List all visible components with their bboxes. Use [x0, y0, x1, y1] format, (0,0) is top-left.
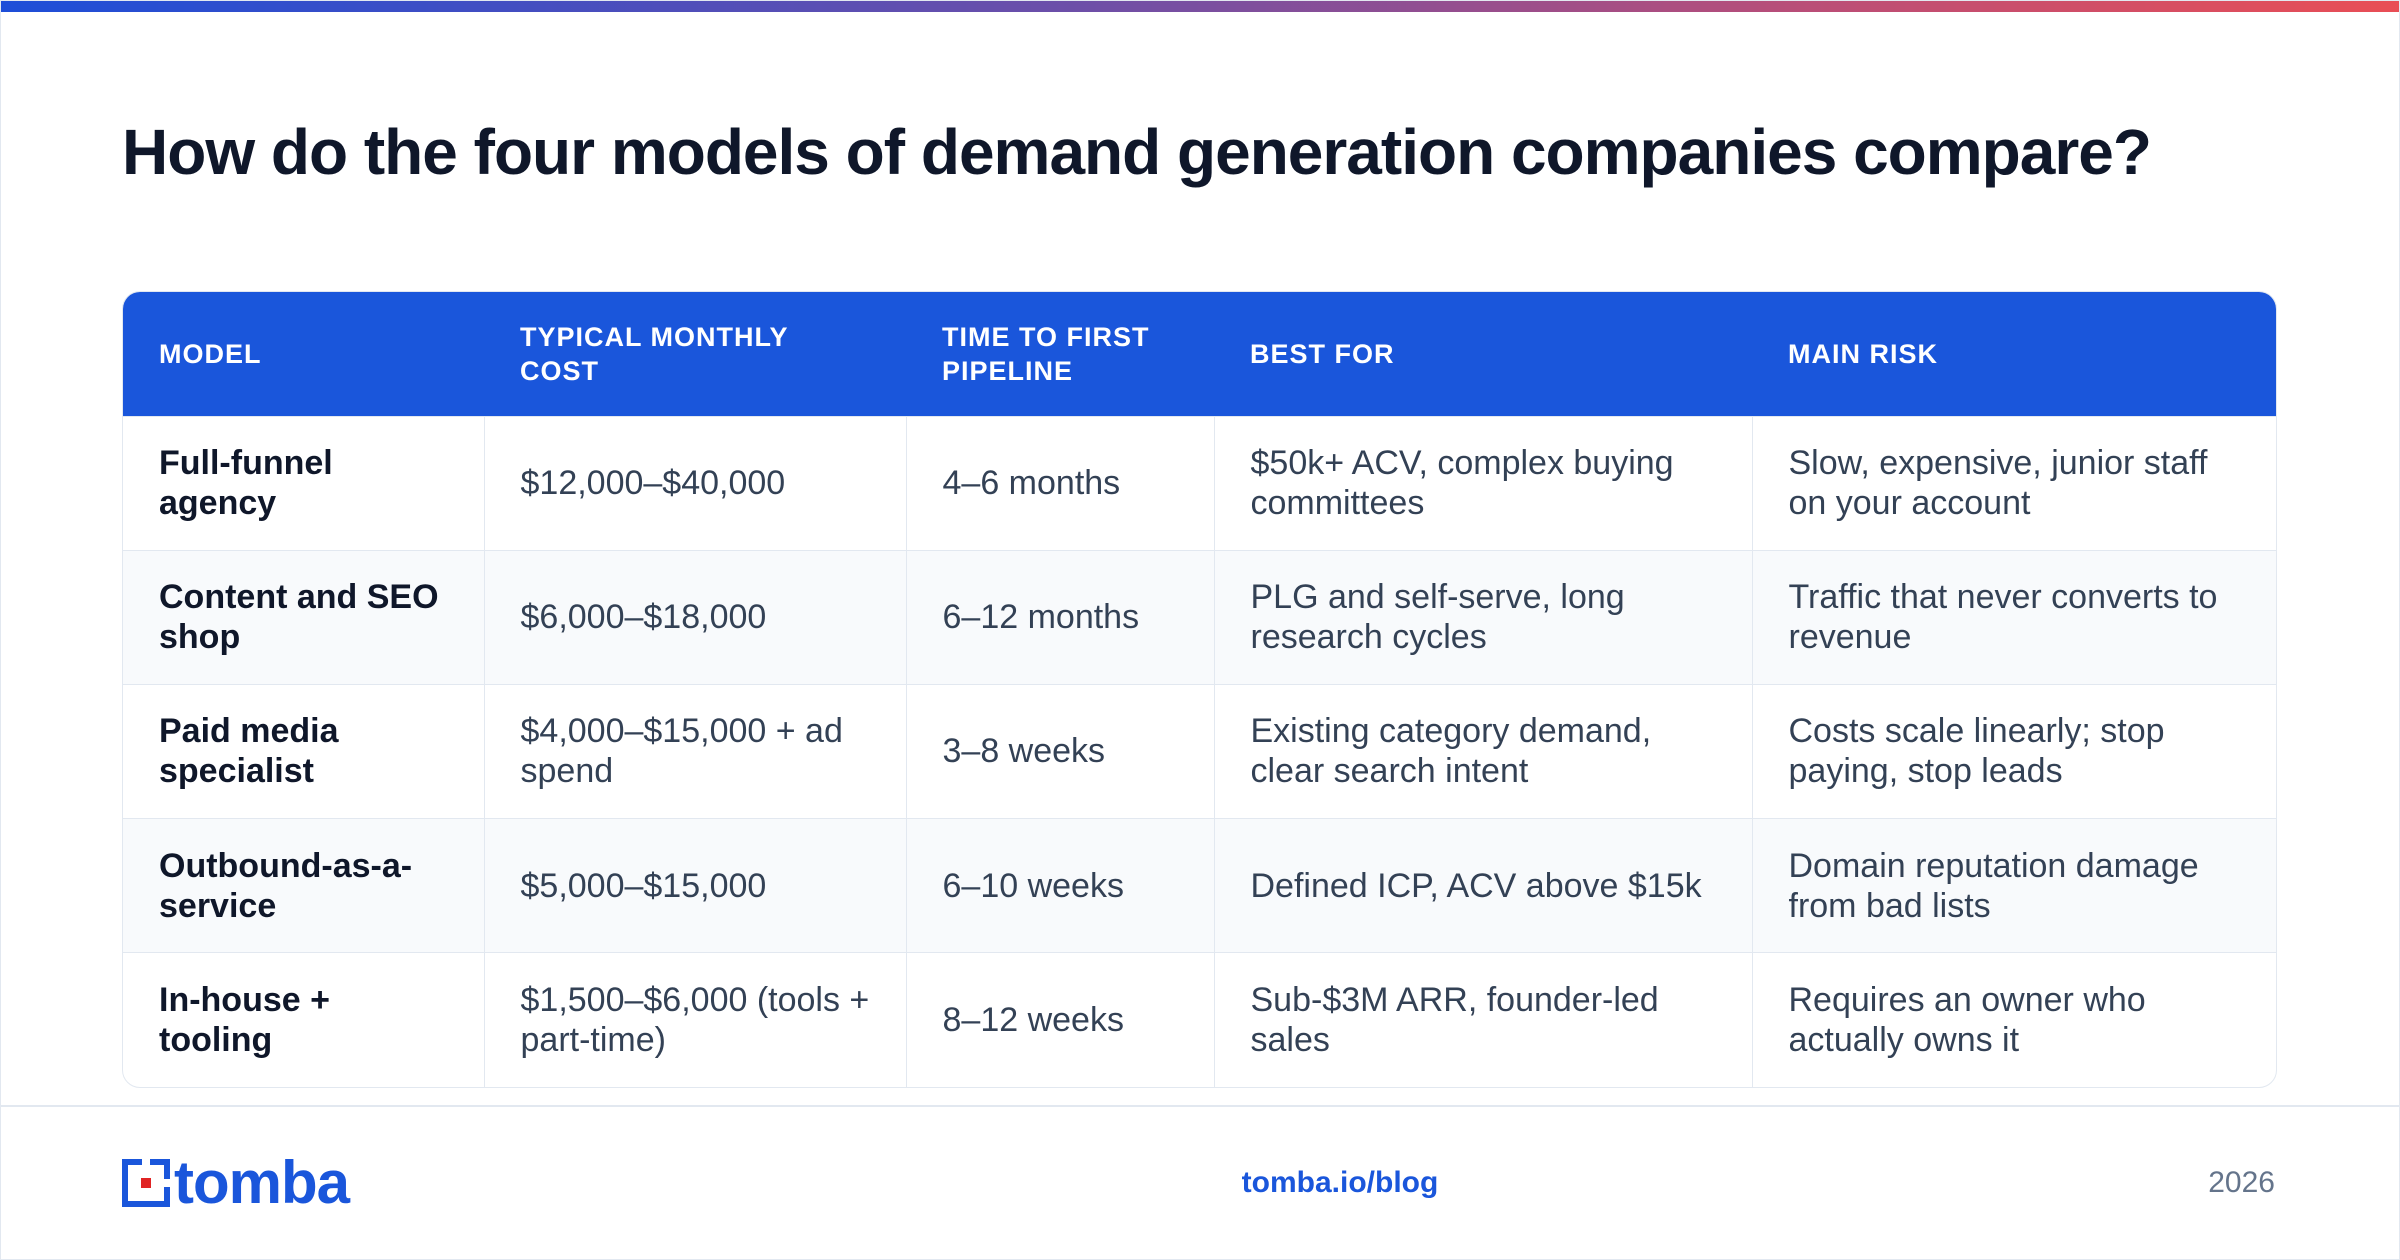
cell-best-for: PLG and self-serve, long research cycles: [1213, 549, 1752, 685]
comparison-table: MODEL TYPICAL MONTHLY COST TIME TO FIRST…: [122, 291, 2277, 1088]
cell-time: 6–12 months: [905, 549, 1214, 685]
cell-model: Outbound-as-a-service: [123, 818, 484, 953]
blog-link[interactable]: tomba.io/blog: [1241, 1166, 1439, 1199]
cell-best-for: $50k+ ACV, complex buying committees: [1213, 415, 1752, 551]
logo-wordmark: tomba: [174, 1149, 350, 1216]
cell-model: Full-funnel agency: [123, 415, 484, 551]
cell-cost: $4,000–$15,000 + ad spend: [483, 683, 906, 819]
cell-cost: $12,000–$40,000: [483, 415, 906, 551]
header-main-risk: MAIN RISK: [1788, 338, 1938, 369]
cell-cost: $6,000–$18,000: [483, 549, 906, 685]
cell-time: 6–10 weeks: [905, 818, 1214, 953]
table-row: Paid media specialist $4,000–$15,000 + a…: [123, 683, 2276, 819]
cell-risk: Costs scale linearly; stop paying, stop …: [1751, 683, 2276, 819]
cell-cost: $5,000–$15,000: [483, 818, 906, 953]
cell-risk: Slow, expensive, junior staff on your ac…: [1751, 415, 2276, 551]
footer-divider: [0, 1105, 2400, 1107]
table-row: Full-funnel agency $12,000–$40,000 4–6 m…: [123, 415, 2276, 551]
cell-risk: Domain reputation damage from bad lists: [1751, 818, 2276, 953]
tomba-logo-icon: [122, 1159, 170, 1207]
header-best-for: BEST FOR: [1250, 338, 1395, 369]
page-title: How do the four models of demand generat…: [122, 116, 2152, 188]
cell-model: In-house + tooling: [123, 952, 484, 1087]
footer-year: 2026: [2208, 1166, 2275, 1199]
cell-best-for: Sub-$3M ARR, founder-led sales: [1213, 952, 1752, 1087]
table-row: Outbound-as-a-service $5,000–$15,000 6–1…: [123, 818, 2276, 953]
cell-risk: Requires an owner who actually owns it: [1751, 952, 2276, 1087]
top-gradient-bar: [0, 0, 2400, 12]
cell-best-for: Defined ICP, ACV above $15k: [1213, 818, 1752, 953]
header-model: MODEL: [159, 338, 262, 369]
cell-risk: Traffic that never converts to revenue: [1751, 549, 2276, 685]
table-header-row: MODEL TYPICAL MONTHLY COST TIME TO FIRST…: [123, 292, 2276, 416]
table-row: In-house + tooling $1,500–$6,000 (tools …: [123, 952, 2276, 1087]
cell-model: Content and SEO shop: [123, 549, 484, 685]
cell-model: Paid media specialist: [123, 683, 484, 819]
header-monthly-cost: TYPICAL MONTHLY COST: [520, 321, 789, 386]
cell-best-for: Existing category demand, clear search i…: [1213, 683, 1752, 819]
cell-cost: $1,500–$6,000 (tools + part-time): [483, 952, 906, 1087]
cell-time: 4–6 months: [905, 415, 1214, 551]
table-row: Content and SEO shop $6,000–$18,000 6–12…: [123, 549, 2276, 685]
cell-time: 8–12 weeks: [905, 952, 1214, 1087]
header-time-to-pipeline: TIME TO FIRST PIPELINE: [942, 321, 1150, 386]
tomba-logo[interactable]: tomba: [122, 1149, 350, 1216]
cell-time: 3–8 weeks: [905, 683, 1214, 819]
